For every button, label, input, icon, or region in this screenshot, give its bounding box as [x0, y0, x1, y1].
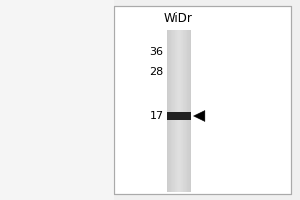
Bar	[174, 30, 175, 192]
Text: 28: 28	[149, 67, 164, 77]
Bar	[182, 30, 183, 192]
Bar	[175, 30, 176, 192]
Bar	[189, 30, 190, 192]
Bar	[172, 30, 173, 192]
Bar	[180, 30, 181, 192]
Bar	[179, 30, 180, 192]
Bar	[114, 6, 291, 194]
Bar	[170, 30, 171, 192]
Bar	[190, 30, 191, 192]
Bar	[170, 30, 172, 192]
Bar	[114, 6, 291, 194]
Bar	[178, 30, 180, 192]
Bar	[167, 112, 191, 120]
Bar	[177, 30, 178, 192]
Bar	[175, 30, 176, 192]
Bar	[183, 30, 184, 192]
Bar	[0, 0, 114, 200]
Bar	[167, 30, 168, 192]
Bar	[176, 30, 177, 192]
Bar	[169, 30, 170, 192]
Bar	[167, 30, 168, 192]
Text: 36: 36	[149, 47, 164, 57]
Bar	[186, 30, 187, 192]
Bar	[187, 30, 188, 192]
Bar	[181, 30, 182, 192]
Bar	[182, 30, 184, 192]
Bar	[188, 30, 189, 192]
Bar	[178, 30, 179, 192]
Text: WiDr: WiDr	[164, 11, 193, 24]
Bar	[187, 30, 188, 192]
Bar	[168, 30, 169, 192]
Bar	[185, 30, 186, 192]
Bar	[171, 30, 172, 192]
Text: 17: 17	[149, 111, 164, 121]
Bar	[184, 30, 185, 192]
Bar	[173, 30, 174, 192]
Polygon shape	[194, 110, 205, 122]
